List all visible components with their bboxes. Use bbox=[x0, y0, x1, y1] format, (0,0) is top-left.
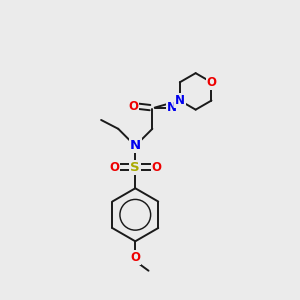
Text: O: O bbox=[130, 251, 140, 264]
Text: N: N bbox=[175, 94, 185, 107]
Text: O: O bbox=[128, 100, 138, 112]
Text: O: O bbox=[109, 160, 119, 174]
Text: O: O bbox=[206, 76, 216, 89]
Text: N: N bbox=[130, 140, 141, 152]
Text: S: S bbox=[130, 160, 140, 174]
Text: O: O bbox=[152, 160, 161, 174]
Text: N: N bbox=[167, 101, 176, 114]
